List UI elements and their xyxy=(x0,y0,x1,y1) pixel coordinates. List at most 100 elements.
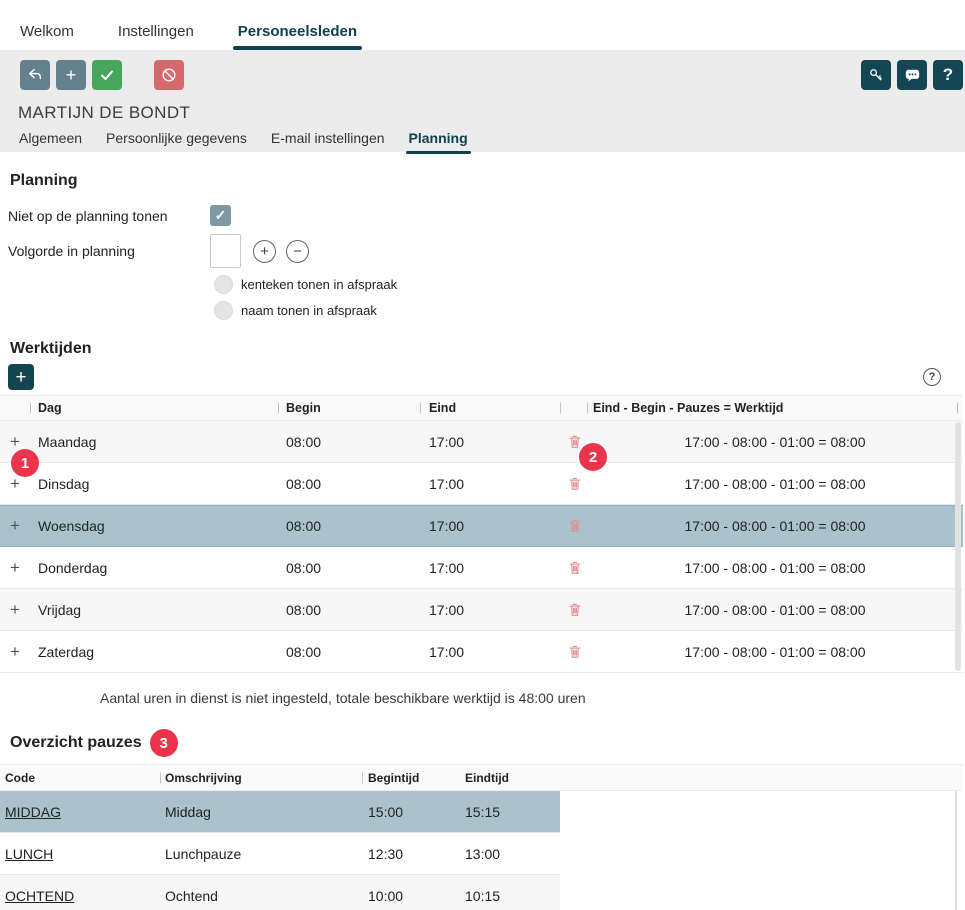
eind-time-cell[interactable]: 17:00 xyxy=(429,559,465,576)
record-header: + xyxy=(0,50,965,154)
begin-time-cell[interactable]: 08:00 xyxy=(286,433,322,450)
pauze-row[interactable]: OCHTEND Ochtend 10:00 10:15 xyxy=(0,875,560,910)
begin-time-cell[interactable]: 08:00 xyxy=(286,601,322,618)
werktijden-row[interactable]: + Maandag 08:00 17:00 17:00 - 08:00 - 01:00 … xyxy=(0,421,963,463)
werktijden-row[interactable]: + Woensdag 08:00 17:00 17:00 - 08:00 - 01:00… xyxy=(0,505,963,547)
hide-on-planning-label: Niet op de planning tonen xyxy=(8,207,168,224)
pauzes-section-heading: Overzicht pauzes xyxy=(10,734,142,751)
delete-row-icon[interactable] xyxy=(568,476,582,492)
help-button[interactable]: ? xyxy=(933,60,963,90)
back-icon xyxy=(26,66,44,84)
werktijden-table-body: + Maandag 08:00 17:00 17:00 - 08:00 - 01:00 … xyxy=(0,421,963,673)
werktijd-formula: 17:00 - 08:00 - 01:00 = 08:00 xyxy=(684,433,866,450)
pauze-row[interactable]: LUNCH Lunchpauze 12:30 13:00 xyxy=(0,833,560,875)
werktijd-formula: 17:00 - 08:00 - 01:00 = 08:00 xyxy=(684,475,866,492)
delete-row-icon[interactable] xyxy=(568,560,582,576)
expand-row-icon[interactable]: + xyxy=(10,641,20,661)
permissions-button[interactable] xyxy=(861,60,891,90)
confirm-icon xyxy=(99,67,115,83)
add-button[interactable]: + xyxy=(56,60,86,90)
eind-time-cell[interactable]: 17:00 xyxy=(429,433,465,450)
back-button[interactable] xyxy=(20,60,50,90)
annotation-badge-3: 3 xyxy=(149,729,178,757)
werktijden-table: Dag Begin Eind Eind - Begin - Pauzes = W… xyxy=(0,395,963,673)
annotation-badge-1: 1 xyxy=(11,449,39,477)
delete-row-icon[interactable] xyxy=(568,518,582,534)
tab-email-instellingen[interactable]: E-mail instellingen xyxy=(270,130,385,146)
planning-panel: Planning Niet op de planning tonen ✓ Vol… xyxy=(0,171,965,910)
eind-time-cell[interactable]: 17:00 xyxy=(429,518,465,534)
planning-order-row: Volgorde in planning + − xyxy=(8,234,965,268)
tab-planning[interactable]: Planning xyxy=(405,130,471,154)
expand-row-icon[interactable]: + xyxy=(10,431,20,451)
pauze-code-link[interactable]: MIDDAG xyxy=(5,803,61,820)
tab-persoonlijke-gegevens[interactable]: Persoonlijke gegevens xyxy=(106,130,247,146)
tab-welkom[interactable]: Welkom xyxy=(20,23,74,40)
chat-button[interactable] xyxy=(897,60,927,90)
delete-row-icon[interactable] xyxy=(568,644,582,660)
pauze-begintijd: 12:30 xyxy=(368,845,404,862)
werktijden-row[interactable]: + Dinsdag 08:00 17:00 17:00 - 08:00 - 01:00 … xyxy=(0,463,963,505)
werktijd-formula: 17:00 - 08:00 - 01:00 = 08:00 xyxy=(684,559,866,576)
begin-time-cell[interactable]: 08:00 xyxy=(286,643,322,660)
confirm-button[interactable] xyxy=(92,60,122,90)
add-werktijd-button[interactable]: + xyxy=(8,364,34,390)
werktijden-row[interactable]: + Donderdag 08:00 17:00 17:00 - 08:00 - 01:0… xyxy=(0,547,963,589)
naam-radio[interactable] xyxy=(214,301,233,320)
tab-instellingen[interactable]: Instellingen xyxy=(117,23,194,40)
column-header-begin[interactable]: Begin xyxy=(278,401,420,415)
planning-order-input[interactable] xyxy=(210,234,241,268)
pauze-begintijd: 10:00 xyxy=(368,887,404,904)
add-icon: + xyxy=(15,366,27,388)
expand-row-icon[interactable]: + xyxy=(10,516,20,535)
werktijden-row[interactable]: + Vrijdag 08:00 17:00 17:00 - 08:00 - 01:00 … xyxy=(0,589,963,631)
column-header-begintijd[interactable]: Begintijd xyxy=(362,771,459,785)
naam-option-row: naam tonen in afspraak xyxy=(214,301,965,320)
delete-row-icon[interactable] xyxy=(568,602,582,618)
pauze-eindtijd: 10:15 xyxy=(465,887,501,904)
werktijd-total-note: Aantal uren in dienst is niet ingesteld,… xyxy=(100,690,586,706)
werktijden-row[interactable]: + Zaterdag 08:00 17:00 17:00 - 08:00 - 01:00… xyxy=(0,631,963,673)
column-header-formula[interactable]: Eind - Begin - Pauzes = Werktijd xyxy=(587,401,963,415)
toolbar: + xyxy=(0,58,965,92)
column-header-dag[interactable]: Dag xyxy=(0,401,278,415)
pauze-eindtijd: 15:15 xyxy=(465,803,501,820)
column-header-eind[interactable]: Eind xyxy=(420,401,560,415)
delete-row-icon[interactable] xyxy=(568,434,582,450)
plus-icon: + xyxy=(260,242,269,260)
kenteken-radio[interactable] xyxy=(214,275,233,294)
expand-row-icon[interactable]: + xyxy=(10,599,20,619)
begin-time-cell[interactable]: 08:00 xyxy=(286,475,322,492)
order-decrement-button[interactable]: − xyxy=(286,239,309,263)
help-icon: ? xyxy=(942,65,954,84)
minus-icon: − xyxy=(293,242,302,260)
eind-time-cell[interactable]: 17:00 xyxy=(429,643,465,660)
column-header-omschrijving[interactable]: Omschrijving xyxy=(160,771,362,785)
pauze-code-link[interactable]: LUNCH xyxy=(5,845,54,862)
pauze-code-link[interactable]: OCHTEND xyxy=(5,887,75,904)
column-header-code[interactable]: Code xyxy=(5,770,35,785)
order-increment-button[interactable]: + xyxy=(253,239,276,263)
expand-row-icon[interactable]: + xyxy=(10,557,20,577)
pauze-omschrijving: Lunchpauze xyxy=(165,845,242,862)
tab-algemeen[interactable]: Algemeen xyxy=(19,130,83,146)
tab-personeelsleden[interactable]: Personeelsleden xyxy=(232,23,363,50)
page-title: MARTIJN DE BONDT xyxy=(18,103,191,122)
day-label: Donderdag xyxy=(38,559,108,576)
hide-on-planning-checkbox[interactable]: ✓ xyxy=(210,205,231,226)
cancel-button[interactable] xyxy=(154,60,184,90)
werktijd-formula: 17:00 - 08:00 - 01:00 = 08:00 xyxy=(684,518,866,534)
eind-time-cell[interactable]: 17:00 xyxy=(429,475,465,492)
begin-time-cell[interactable]: 08:00 xyxy=(286,518,322,534)
expand-row-icon[interactable]: + xyxy=(10,473,20,493)
begin-time-cell[interactable]: 08:00 xyxy=(286,559,322,576)
hide-on-planning-row: Niet op de planning tonen ✓ xyxy=(8,205,965,226)
pauze-omschrijving: Ochtend xyxy=(165,887,218,904)
eind-time-cell[interactable]: 17:00 xyxy=(429,601,465,618)
vertical-scrollbar[interactable] xyxy=(955,422,961,671)
column-header-eindtijd[interactable]: Eindtijd xyxy=(465,770,509,785)
chat-icon xyxy=(903,66,922,85)
pauze-row[interactable]: MIDDAG Middag 15:00 15:15 xyxy=(0,791,560,833)
werktijden-help-icon[interactable]: ? xyxy=(923,368,941,386)
